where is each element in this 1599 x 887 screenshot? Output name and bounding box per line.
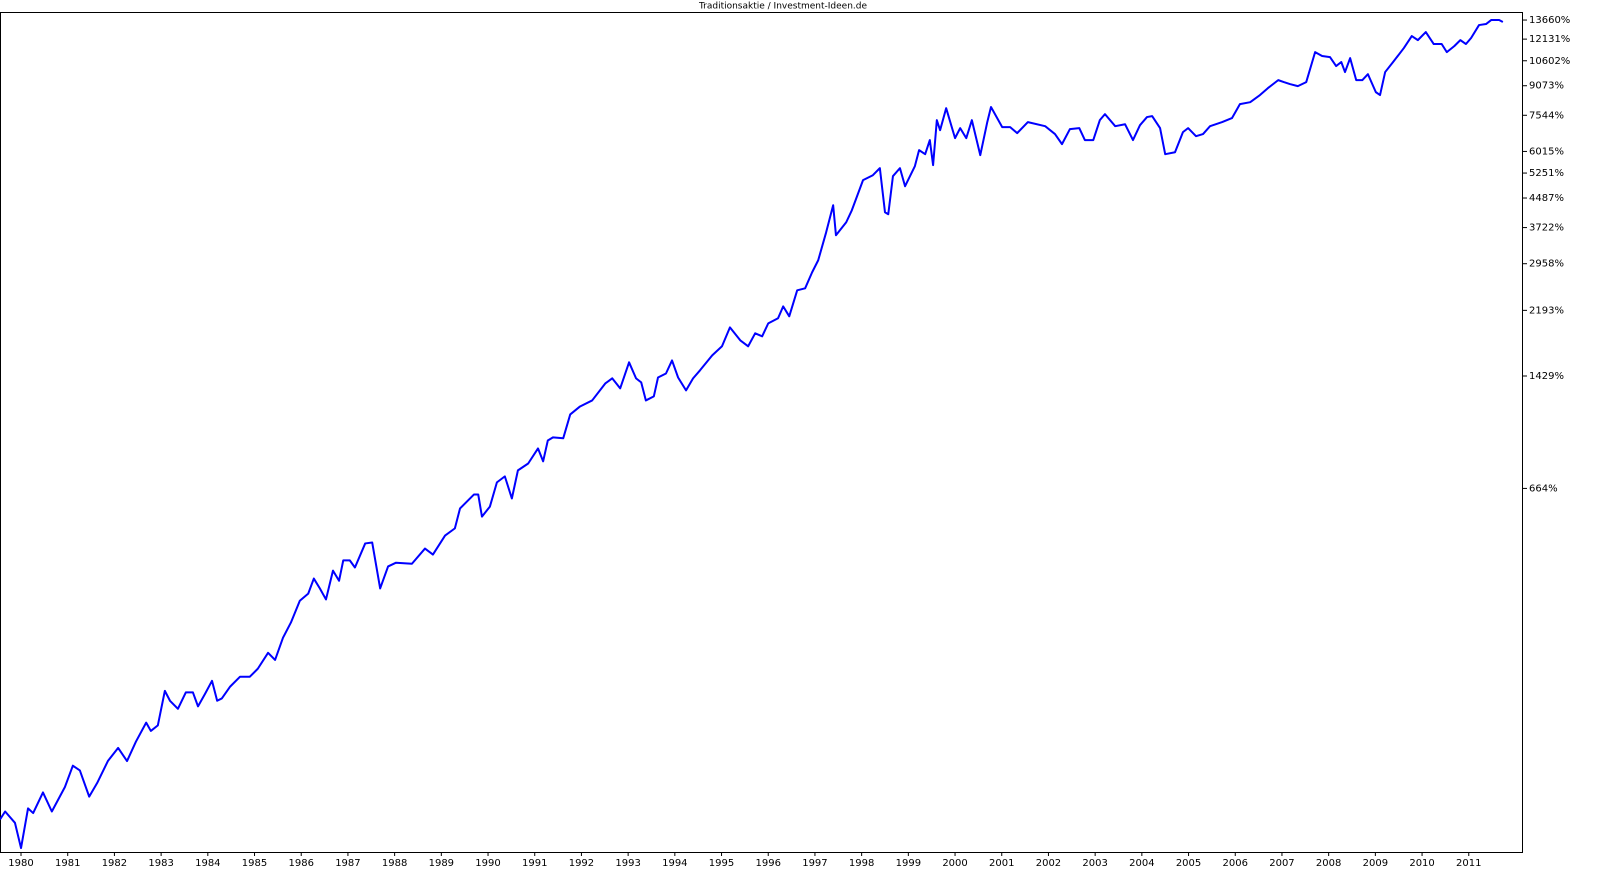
x-tick-label: 1988 bbox=[382, 858, 407, 869]
plot-frame bbox=[0, 12, 1523, 853]
x-tick-label: 1987 bbox=[335, 858, 360, 869]
x-tick-label: 2008 bbox=[1316, 858, 1341, 869]
x-tick-label: 1985 bbox=[242, 858, 267, 869]
data-line bbox=[0, 19, 1504, 850]
x-tick-label: 1982 bbox=[102, 858, 127, 869]
x-tick-label: 2007 bbox=[1269, 858, 1294, 869]
x-tick-label: 1986 bbox=[288, 858, 313, 869]
y-tick-label: 10602% bbox=[1529, 56, 1570, 67]
y-tick-label: 4487% bbox=[1529, 193, 1564, 204]
x-tick-label: 2005 bbox=[1176, 858, 1201, 869]
x-tick-label: 2006 bbox=[1223, 858, 1248, 869]
x-tick-label: 1998 bbox=[849, 858, 874, 869]
x-tick-label: 1984 bbox=[195, 858, 220, 869]
x-tick-label: 2010 bbox=[1409, 858, 1434, 869]
x-tick-label: 1999 bbox=[896, 858, 921, 869]
x-tick-label: 1981 bbox=[55, 858, 80, 869]
x-tick-label: 2003 bbox=[1082, 858, 1107, 869]
y-tick-label: 1429% bbox=[1529, 371, 1564, 382]
y-tick-label: 2958% bbox=[1529, 259, 1564, 270]
y-tick-label: 2193% bbox=[1529, 305, 1564, 316]
x-tick-label: 1980 bbox=[8, 858, 33, 869]
x-tick-label: 1989 bbox=[429, 858, 454, 869]
x-tick-label: 2004 bbox=[1129, 858, 1154, 869]
x-tick-label: 2000 bbox=[942, 858, 967, 869]
y-tick-label: 12131% bbox=[1529, 34, 1570, 45]
x-tick-label: 1990 bbox=[475, 858, 500, 869]
x-tick-label: 2009 bbox=[1363, 858, 1388, 869]
x-tick-label: 1993 bbox=[615, 858, 640, 869]
y-tick-label: 5251% bbox=[1529, 168, 1564, 179]
x-tick-label: 1983 bbox=[148, 858, 173, 869]
x-tick-label: 1996 bbox=[756, 858, 781, 869]
y-tick-label: 6015% bbox=[1529, 146, 1564, 157]
x-tick-label: 1994 bbox=[662, 858, 687, 869]
y-tick-label: 3722% bbox=[1529, 223, 1564, 234]
y-tick-label: 9073% bbox=[1529, 81, 1564, 92]
x-tick-label: 1991 bbox=[522, 858, 547, 869]
chart-title: Traditionsaktie / Investment-Ideen.de bbox=[698, 2, 868, 12]
y-tick-label: 13660% bbox=[1529, 15, 1570, 26]
x-tick-label: 2011 bbox=[1456, 858, 1481, 869]
x-tick-label: 2001 bbox=[989, 858, 1014, 869]
x-tick-label: 1997 bbox=[802, 858, 827, 869]
x-tick-label: 2002 bbox=[1036, 858, 1061, 869]
x-tick-label: 1995 bbox=[709, 858, 734, 869]
y-tick-label: 7544% bbox=[1529, 110, 1564, 121]
x-tick-label: 1992 bbox=[569, 858, 594, 869]
y-tick-label: 664% bbox=[1529, 483, 1558, 494]
